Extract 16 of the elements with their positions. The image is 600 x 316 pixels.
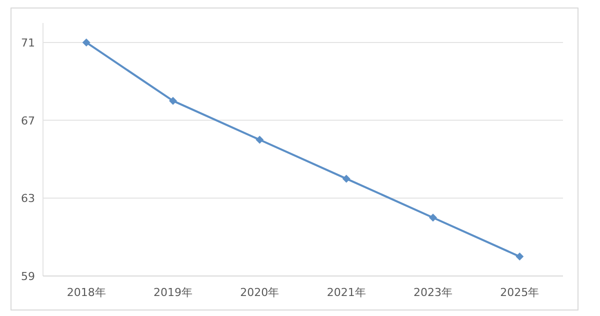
point	[82, 38, 90, 46]
point	[169, 96, 177, 105]
y-tick-label: 59	[21, 270, 35, 283]
point	[256, 136, 264, 144]
x-tick-label: 2023年	[414, 286, 452, 299]
x-tick-label: 2025年	[500, 286, 540, 299]
point	[429, 214, 437, 222]
y-tick-label: 71	[21, 36, 35, 50]
point	[516, 252, 524, 261]
point	[342, 174, 350, 183]
x-tick-label: 2020年	[240, 286, 280, 299]
x-tick-label: 2018年	[66, 286, 106, 299]
x-tick-label: 2019年	[154, 286, 192, 299]
x-tick-label: 2021年	[326, 286, 366, 299]
y-tick-label: 63	[21, 192, 35, 206]
y-tick-label: 67	[21, 114, 35, 128]
